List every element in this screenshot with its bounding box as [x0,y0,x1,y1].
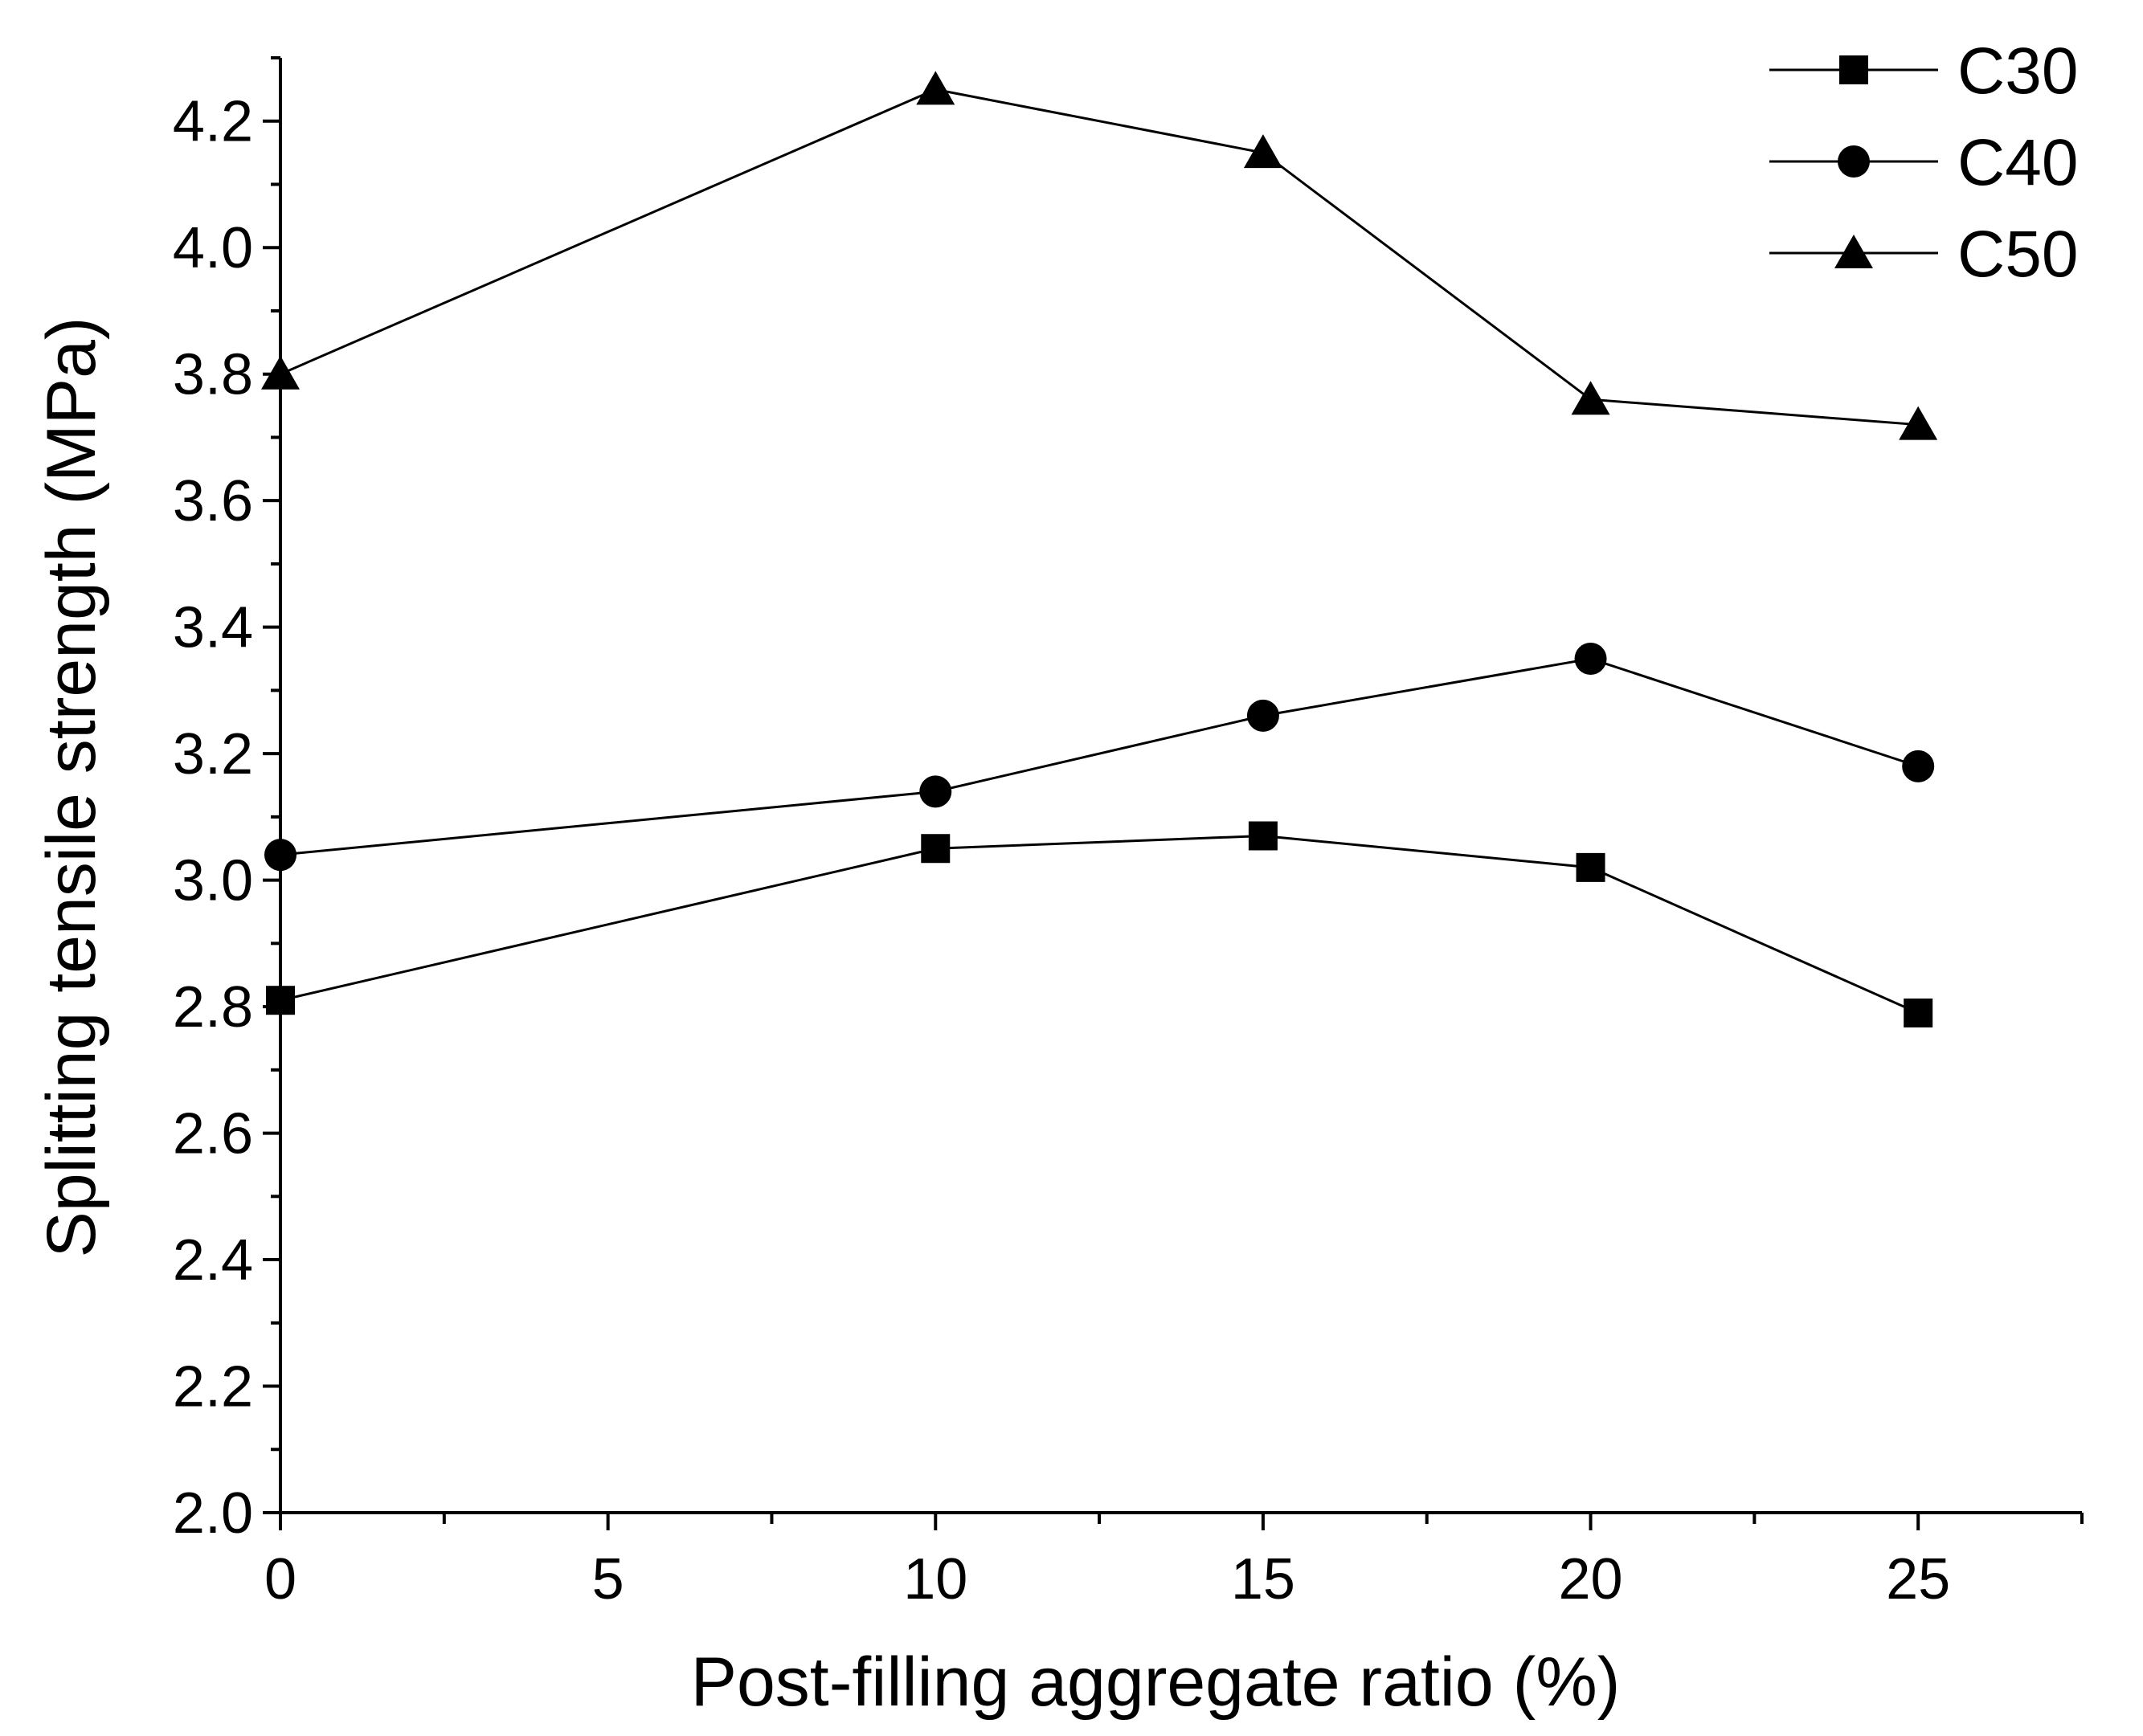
data-point-c50 [1899,406,1938,440]
legend-marker-c40 [1838,145,1870,178]
series-lines [280,88,1919,1015]
y-tick-label: 4.0 [173,216,253,280]
x-tick-label: 0 [264,1547,297,1611]
x-tick-label: 10 [903,1547,967,1611]
data-point-c30 [1576,852,1605,882]
data-point-c40 [1902,750,1935,782]
data-point-c40 [264,839,297,872]
x-tick-label: 20 [1558,1547,1622,1611]
legend-label-c30: C30 [1957,35,2078,108]
series-line-c40 [280,657,1919,856]
x-tick-label: 5 [592,1547,624,1611]
tick-marks [263,56,2084,1530]
legend: C30 C40 C50 [1769,35,2078,291]
y-tick-label: 2.8 [173,975,253,1040]
y-tick-label: 2.4 [173,1228,253,1293]
data-point-c30 [921,834,951,864]
data-point-c40 [1574,643,1607,676]
y-tick-label: 4.2 [173,90,253,154]
tick-labels: 2.0 2.2 2.4 2.6 2.8 3.0 3.2 3.4 3.6 3.8 4.0 4.2 0 5 10… [173,90,1950,1611]
series-line-c50 [280,88,1919,427]
y-axis-title: Splitting tensile strength (MPa) [33,317,110,1257]
data-point-c50 [1243,134,1282,169]
x-tick-label: 25 [1886,1547,1950,1611]
x-axis-title: Post-filling aggregate ratio (%) [691,1644,1621,1721]
x-tick-label: 15 [1231,1547,1295,1611]
legend-marker-c50 [1834,235,1873,268]
data-point-c40 [1246,699,1279,732]
y-tick-label: 2.2 [173,1355,253,1419]
series-markers [261,71,1938,1027]
data-point-c50 [261,355,300,390]
y-tick-label: 3.6 [173,469,253,533]
series-line-c30 [280,834,1919,1015]
y-tick-label: 3.2 [173,722,253,786]
axes [279,58,2082,1514]
data-point-c30 [266,986,295,1015]
data-point-c40 [919,775,952,808]
data-point-c30 [1248,821,1278,851]
legend-label-c50: C50 [1957,218,2078,291]
data-point-c50 [1571,381,1610,415]
y-tick-label: 3.4 [173,596,253,660]
y-tick-label: 3.8 [173,343,253,407]
data-point-c30 [1904,998,1933,1027]
legend-label-c40: C40 [1957,126,2078,199]
data-point-c50 [916,71,955,105]
y-tick-label: 2.0 [173,1481,253,1546]
y-tick-label: 2.6 [173,1102,253,1166]
legend-marker-c30 [1839,55,1868,84]
y-tick-label: 3.0 [173,849,253,913]
